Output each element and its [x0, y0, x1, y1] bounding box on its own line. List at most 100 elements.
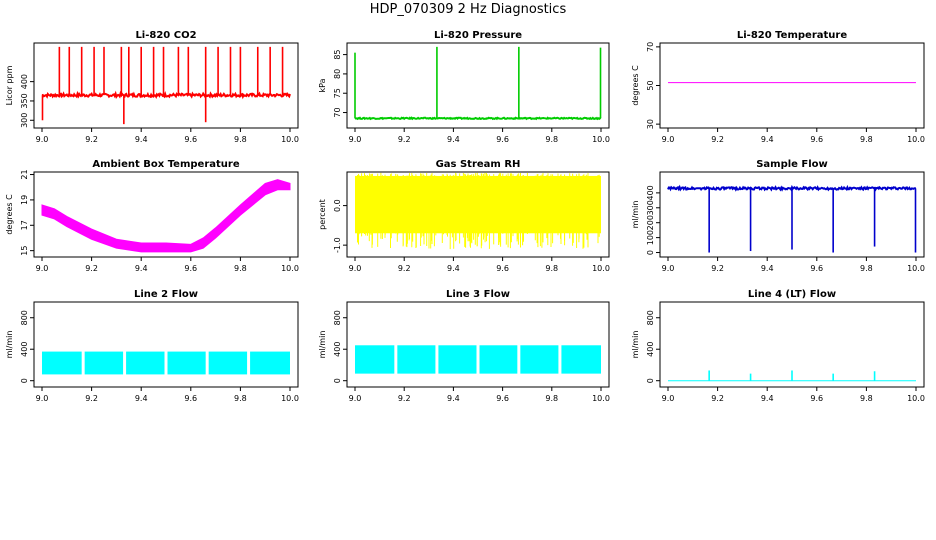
x-tick-label: 10.0 — [592, 394, 610, 403]
series-line — [354, 116, 602, 121]
x-tick-label: 9.4 — [135, 135, 148, 144]
x-tick-label: 10.0 — [907, 394, 925, 403]
y-axis-label: degrees C — [631, 65, 640, 106]
x-tick-label: 10.0 — [592, 264, 610, 273]
x-tick-label: 9.2 — [85, 394, 98, 403]
y-tick-label: 200 — [646, 215, 655, 230]
x-tick-label: 9.0 — [349, 264, 362, 273]
series-band — [84, 351, 124, 375]
y-tick-label: 30 — [646, 119, 655, 129]
y-axis-label: ml/min — [631, 331, 640, 359]
panel-title: Line 4 (LT) Flow — [748, 289, 836, 300]
plot-frame — [346, 301, 610, 388]
y-tick-label: 50 — [646, 80, 655, 90]
x-tick-label: 9.2 — [85, 135, 98, 144]
x-tick-label: 9.8 — [234, 394, 247, 403]
x-tick-label: 9.8 — [234, 135, 247, 144]
x-tick-label: 9.4 — [761, 394, 774, 403]
y-axis-label: degrees C — [5, 194, 14, 235]
y-axis-label: ml/min — [5, 331, 14, 359]
y-tick-label: 19 — [20, 195, 29, 205]
x-tick-label: 9.0 — [36, 264, 49, 273]
x-tick-label: 9.2 — [711, 264, 724, 273]
y-tick-label: 0 — [333, 378, 342, 383]
x-tick-label: 9.2 — [398, 394, 411, 403]
y-tick-label: 300 — [20, 113, 29, 128]
x-tick-label: 9.0 — [662, 264, 675, 273]
x-tick-label: 10.0 — [281, 135, 299, 144]
x-tick-label: 9.8 — [545, 135, 558, 144]
x-tick-label: 9.2 — [711, 135, 724, 144]
y-tick-label: 400 — [646, 342, 655, 357]
panel-title: Ambient Box Temperature — [92, 159, 239, 170]
x-tick-label: 9.6 — [496, 135, 509, 144]
x-tick-label: 9.6 — [184, 135, 197, 144]
x-tick-label: 9.0 — [349, 394, 362, 403]
y-axis-label: Licor ppm — [5, 65, 14, 105]
panel-title: Li-820 Temperature — [737, 30, 847, 41]
series-band — [208, 351, 248, 375]
plot-frame — [659, 301, 925, 388]
y-tick-label: 800 — [646, 310, 655, 325]
series-band — [355, 345, 395, 374]
x-tick-label: 9.6 — [810, 394, 823, 403]
x-tick-label: 9.4 — [447, 394, 460, 403]
x-tick-label: 9.6 — [184, 394, 197, 403]
x-tick-label: 9.0 — [349, 135, 362, 144]
y-tick-label: 70 — [646, 42, 655, 52]
x-tick-label: 9.8 — [545, 264, 558, 273]
plot-frame — [659, 42, 925, 129]
x-tick-label: 9.2 — [398, 264, 411, 273]
y-tick-label: 0 — [20, 378, 29, 383]
x-tick-label: 9.0 — [36, 394, 49, 403]
x-tick-label: 10.0 — [907, 135, 925, 144]
x-tick-label: 9.8 — [234, 264, 247, 273]
series-line — [41, 90, 291, 100]
y-axis-label: ml/min — [631, 201, 640, 229]
panel-title: Line 3 Flow — [446, 289, 510, 300]
plot-frame — [33, 42, 299, 129]
x-tick-label: 10.0 — [281, 264, 299, 273]
series-band — [438, 345, 477, 374]
y-tick-label: 400 — [20, 342, 29, 357]
x-tick-label: 9.4 — [761, 135, 774, 144]
series-band — [250, 351, 290, 375]
x-tick-label: 9.4 — [447, 264, 460, 273]
panel-6: Sample Flow 9.0 9.2 9.4 9.6 9.8 10.0 0 100200300… — [631, 159, 925, 273]
panel-title: Gas Stream RH — [436, 159, 521, 170]
x-tick-label: 9.4 — [135, 264, 148, 273]
plot-frame — [659, 171, 925, 258]
panel-3: Li-820 Temperature 9.0 9.2 9.4 9.6 9.8 10.0 30 5… — [631, 30, 925, 144]
y-axis-label: percent — [318, 199, 327, 230]
panel-title: Li-820 CO2 — [135, 30, 196, 41]
x-tick-label: 9.2 — [398, 135, 411, 144]
y-tick-label: 0.0 — [333, 199, 342, 212]
x-tick-label: 9.8 — [860, 394, 873, 403]
y-tick-label: 400 — [646, 185, 655, 200]
x-tick-label: 9.2 — [85, 264, 98, 273]
y-tick-label: 85 — [333, 49, 342, 59]
panel-5: Gas Stream RH 9.0 9.2 9.4 9.6 9.8 10.0 -1.0 0.0 p… — [318, 159, 610, 273]
y-tick-label: 75 — [333, 88, 342, 98]
x-tick-label: 9.6 — [184, 264, 197, 273]
y-tick-label: 80 — [333, 69, 342, 79]
y-tick-label: 21 — [20, 169, 29, 179]
x-tick-label: 9.0 — [662, 394, 675, 403]
y-tick-label: 100 — [646, 230, 655, 245]
x-tick-label: 9.0 — [662, 135, 675, 144]
y-axis-label: kPa — [318, 78, 327, 92]
x-tick-label: 9.8 — [545, 394, 558, 403]
panel-9: Line 4 (LT) Flow 9.0 9.2 9.4 9.6 9.8 10.0 0 400 8… — [631, 289, 925, 403]
y-tick-label: 800 — [20, 310, 29, 325]
x-tick-label: 9.4 — [447, 135, 460, 144]
x-tick-label: 9.8 — [860, 135, 873, 144]
y-tick-label: 350 — [20, 93, 29, 108]
series-band — [561, 345, 601, 374]
panel-title: Sample Flow — [756, 159, 828, 170]
y-tick-label: 800 — [333, 310, 342, 325]
x-tick-label: 9.6 — [496, 394, 509, 403]
panel-title: Line 2 Flow — [134, 289, 198, 300]
x-tick-label: 9.2 — [711, 394, 724, 403]
y-tick-label: 400 — [333, 342, 342, 357]
